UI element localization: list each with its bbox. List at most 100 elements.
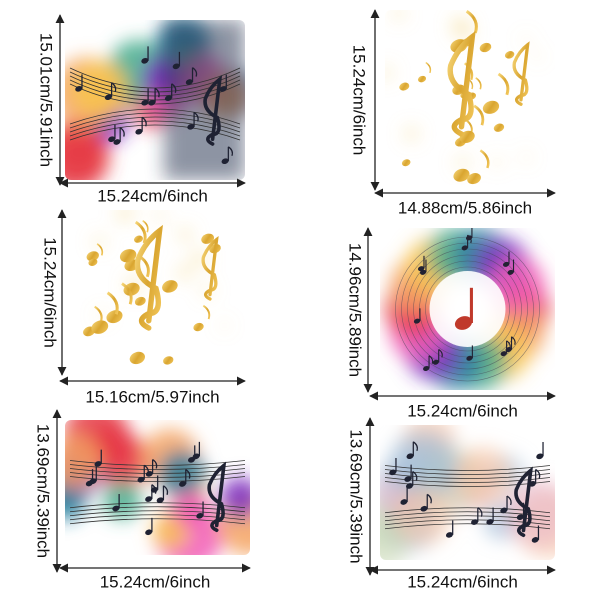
width-label: 15.24cm/6inch <box>407 572 518 591</box>
note-head <box>163 356 174 365</box>
decal-artwork <box>65 420 250 555</box>
staff-line <box>69 67 241 89</box>
note-head <box>419 269 427 275</box>
note-head <box>113 139 121 145</box>
note-head <box>389 469 397 476</box>
note-head <box>413 318 421 324</box>
height-label: 13.69cm/5.39inch <box>34 424 53 558</box>
note-flag <box>171 83 177 94</box>
note-head <box>89 478 97 484</box>
decal-artwork <box>65 20 245 180</box>
decal-artwork <box>384 228 551 390</box>
height-label: 15.24cm/6inch <box>41 237 60 348</box>
note-head <box>467 173 481 185</box>
note-flag <box>475 77 482 90</box>
note-head <box>399 82 410 91</box>
note-head <box>405 483 414 489</box>
note-flag <box>506 495 512 506</box>
note-head <box>112 505 120 512</box>
note-flag <box>506 340 511 349</box>
note-head <box>406 453 414 460</box>
note-head <box>145 529 153 536</box>
treble-clef <box>512 41 530 106</box>
note-flag <box>428 355 434 364</box>
note-head <box>502 261 510 267</box>
note-head <box>108 136 116 142</box>
note-flag <box>152 458 158 469</box>
gold-speck <box>155 210 165 221</box>
staff-line <box>384 507 551 514</box>
staff-ring <box>413 254 522 364</box>
note-head <box>141 58 149 64</box>
note-flag <box>192 67 198 77</box>
color-blob <box>71 61 127 118</box>
treble-clef <box>514 466 533 538</box>
gold-speck <box>534 53 541 60</box>
color-blob <box>103 480 142 519</box>
note-head <box>137 476 145 483</box>
note-head <box>201 233 215 244</box>
decal-artwork <box>83 210 228 365</box>
note-flag <box>106 291 119 315</box>
gold-speck <box>117 210 133 222</box>
note-flag <box>96 243 104 256</box>
note-head <box>196 513 204 519</box>
note-head <box>500 507 508 514</box>
color-blob <box>388 430 459 501</box>
note-head <box>504 51 515 59</box>
width-label: 15.16cm/5.97inch <box>85 387 219 406</box>
treble-clef <box>207 461 227 533</box>
note-head <box>104 94 112 101</box>
note-head <box>193 322 204 332</box>
treble-clef <box>201 235 219 301</box>
color-blob <box>65 435 103 489</box>
gold-speck <box>221 322 228 329</box>
note-head <box>432 359 439 365</box>
note-head <box>134 296 146 306</box>
note-head <box>493 123 505 132</box>
note-head <box>465 235 473 241</box>
decal-artwork <box>385 10 541 185</box>
width-label: 15.24cm/6inch <box>97 186 208 205</box>
note-head <box>129 351 145 365</box>
note-flag <box>154 87 160 98</box>
staff-ring <box>425 266 510 352</box>
treble-clef <box>203 75 223 146</box>
note-head <box>400 499 408 505</box>
note-head <box>145 496 153 502</box>
note-head <box>453 168 470 182</box>
note-head <box>187 456 195 463</box>
treble-clef <box>134 224 163 331</box>
staff-line <box>69 518 246 525</box>
note-head <box>156 497 164 503</box>
note-flag <box>479 149 490 169</box>
note-head <box>192 453 200 460</box>
color-wash <box>380 425 555 560</box>
staff-line <box>69 108 241 125</box>
color-blob <box>219 476 250 519</box>
note-head <box>106 310 123 324</box>
note-head <box>219 86 227 92</box>
gold-speck <box>493 158 502 167</box>
note-flag <box>426 493 432 504</box>
gold-speck <box>177 265 191 280</box>
gold-speck <box>178 228 192 242</box>
note-flag <box>227 146 234 157</box>
note-head <box>482 100 500 114</box>
note-head <box>445 532 453 538</box>
note-flag <box>163 485 169 495</box>
note-head <box>461 245 468 251</box>
note-head <box>162 280 178 293</box>
note-head <box>94 461 102 467</box>
note-flag <box>141 116 147 127</box>
note-head <box>135 128 143 135</box>
gold-speck <box>404 127 418 141</box>
height-label: 14.96cm/5.89inch <box>346 243 365 377</box>
note-head <box>221 158 229 165</box>
note-head <box>88 258 98 267</box>
note-flag <box>473 104 485 126</box>
color-blob <box>380 513 410 560</box>
note-head <box>145 471 153 477</box>
note-flag <box>121 282 133 305</box>
